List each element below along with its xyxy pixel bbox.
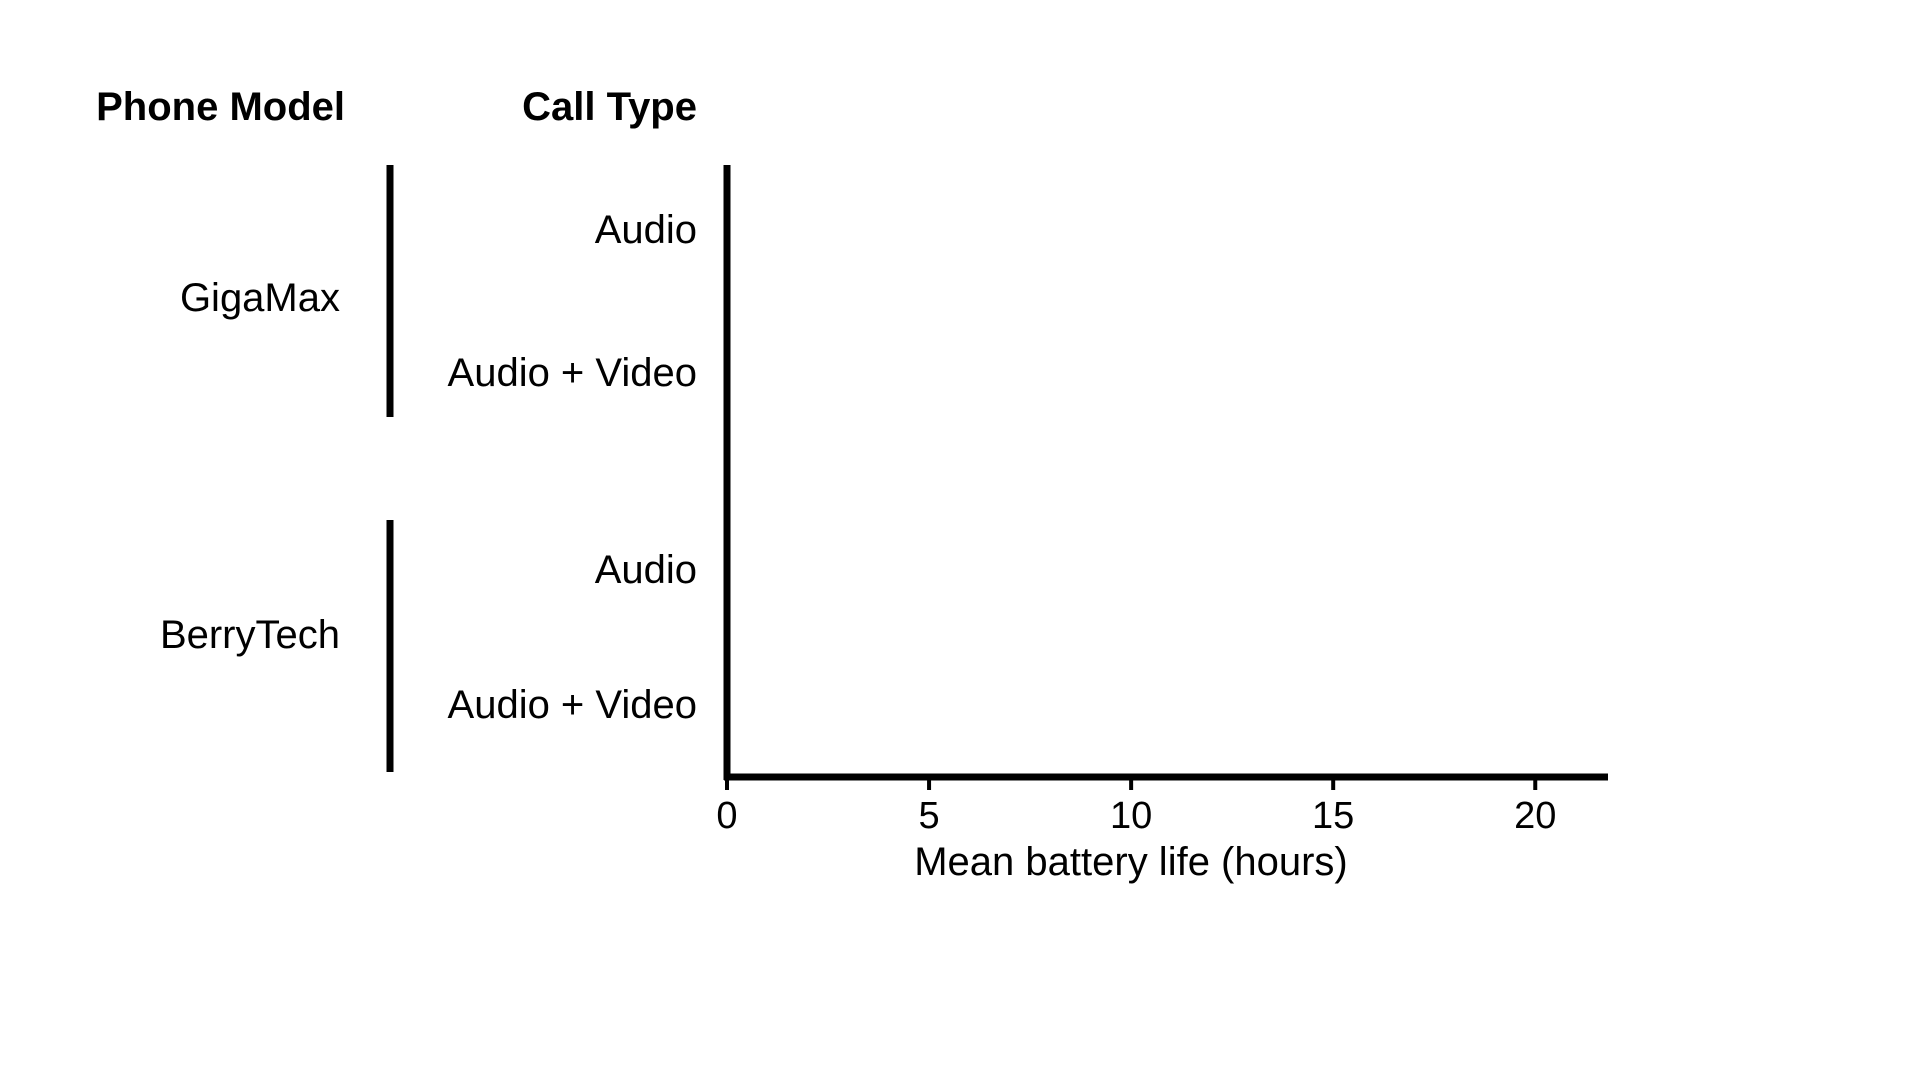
category-label-gigamax-audio-video: Audio + Video <box>448 351 697 395</box>
x-axis-ticks: 0 5 10 15 20 <box>716 777 1556 837</box>
category-label-berrytech-audio: Audio <box>595 548 697 592</box>
category-label-gigamax-audio: Audio <box>595 208 697 252</box>
x-tick-label: 5 <box>918 795 939 837</box>
x-tick-label: 20 <box>1514 795 1556 837</box>
x-tick-label: 10 <box>1110 795 1152 837</box>
group-label-berrytech: BerryTech <box>160 613 340 657</box>
group-column-header: Phone Model <box>96 85 345 129</box>
x-axis-title: Mean battery life (hours) <box>914 840 1348 884</box>
group-label-gigamax: GigaMax <box>180 276 340 320</box>
x-tick-label: 0 <box>716 795 737 837</box>
x-tick-label: 15 <box>1312 795 1354 837</box>
category-column-header: Call Type <box>522 85 697 129</box>
category-label-berrytech-audio-video: Audio + Video <box>448 683 697 727</box>
